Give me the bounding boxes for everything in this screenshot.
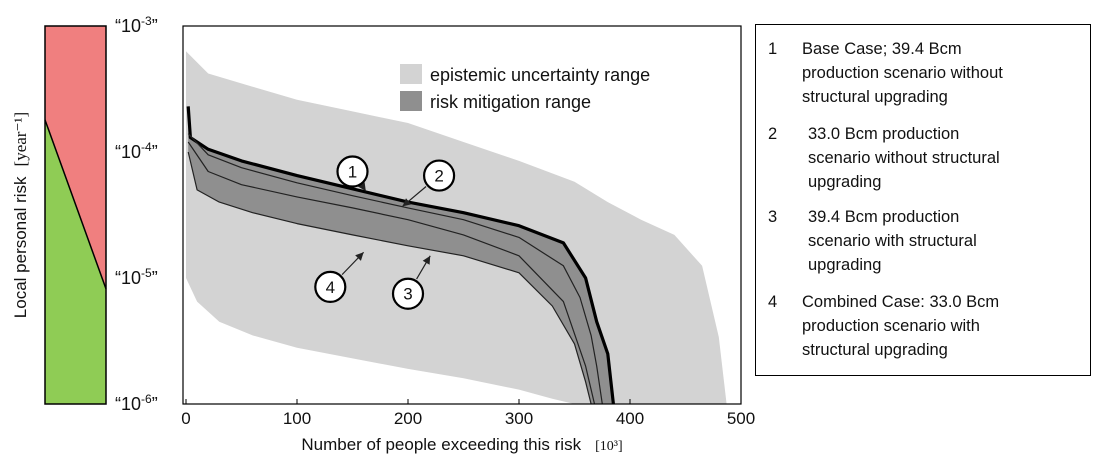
scenario-description: Combined Case: 33.0 Bcm production scena… [802,293,1000,359]
plot-frame [182,25,742,405]
risk-bar-green-zone [45,119,106,404]
callout-label: 4 [326,278,335,297]
y-tick-label: “10-5” [115,266,158,288]
callouts: 1 2 3 4 [314,155,456,310]
scenario-legend-panel: 1 Base Case; 39.4 Bcm production scenari… [755,24,1091,376]
scenario-description: 33.0 Bcm production scenario without str… [808,125,1000,191]
series-line-2 [187,133,603,404]
scenario-number: 3 [768,208,778,226]
scenario-number: 4 [768,293,778,311]
risk-bar-red-zone [45,26,106,289]
x-tick-label: 500 [727,409,755,428]
x-tick-label: 400 [616,409,644,428]
y-tick-label: “10-6” [115,392,158,414]
callout-circle [391,277,425,310]
callout-arrowhead [402,198,412,207]
legend-label-mitigation: risk mitigation range [430,92,591,112]
scenario-description: Base Case; 39.4 Bcm production scenario … [802,40,1003,106]
callout-arrowhead [355,252,364,261]
scenario-description: 39.4 Bcm production scenario with struct… [808,208,977,274]
plot-legend: epistemic uncertainty range risk mitigat… [400,64,650,112]
risk-mitigation-band [188,106,614,404]
risk-color-bar [44,25,107,405]
scenario-number: 2 [768,125,778,143]
risk-bar-diagonal [44,119,107,290]
y-tick-label: “10-4” [115,140,158,162]
series-line-1 [186,106,615,404]
callout-circle [336,155,369,188]
callout-circle [314,270,347,303]
series-line-4 [187,151,592,404]
legend-label-uncertainty: epistemic uncertainty range [430,65,650,85]
callout-label: 1 [348,163,357,182]
y-tick-labels: “10-3” “10-4” “10-5” “10-6” [115,14,158,414]
y-tick-label: “10-3” [115,14,158,36]
callout-arrowhead [358,182,366,192]
plot-area [186,51,727,404]
callout-label: 3 [403,285,412,304]
legend-swatch-uncertainty [400,64,422,84]
risk-bar-frame [44,25,107,405]
series-line-3 [187,141,596,404]
x-tick-label: 300 [505,409,533,428]
callout-4: 4 [314,251,365,303]
callout-label: 2 [434,167,443,186]
x-tick-label: 100 [283,409,311,428]
x-tick-label: 200 [394,409,422,428]
y-axis-label: Local personal risk[year⁻¹] [11,112,30,318]
scenario-number: 1 [768,40,778,58]
x-tick-labels: 0 100 200 300 400 500 [181,399,755,428]
x-axis-label: Number of people exceeding this risk [10³… [301,435,622,454]
callout-arrowhead [422,255,431,265]
callout-2: 2 [402,159,456,207]
x-tick-label: 0 [181,409,190,428]
callout-3: 3 [391,255,431,310]
legend-swatch-mitigation [400,91,422,111]
callout-1: 1 [336,155,369,192]
callout-circle [422,159,456,192]
series-lines [186,106,615,404]
